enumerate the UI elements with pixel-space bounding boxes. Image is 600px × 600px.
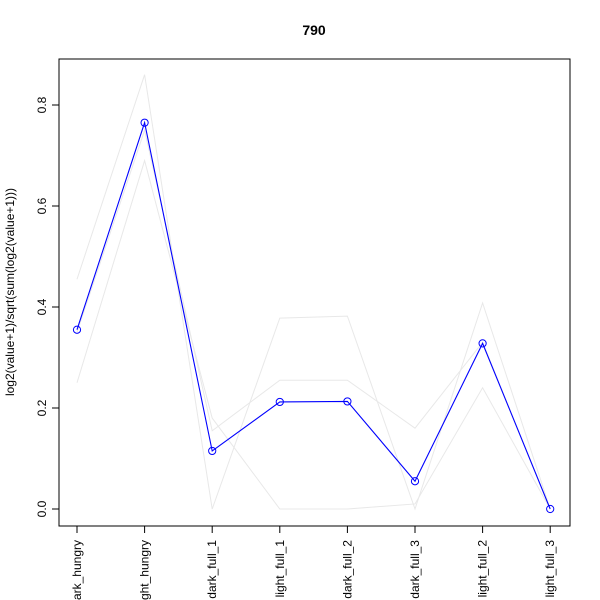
- x-tick-label: light_full_2: [476, 540, 490, 598]
- series-background-line: [76, 74, 551, 511]
- data-point: [140, 118, 149, 127]
- y-tick-label: 0.4: [35, 298, 49, 315]
- data-point: [546, 504, 555, 514]
- data-point: [343, 397, 352, 406]
- x-tick-label: dark_full_2: [340, 540, 354, 599]
- chart-title: 790: [302, 22, 326, 38]
- y-tick-label: 0.0: [35, 500, 49, 517]
- series-main-line: [76, 120, 551, 510]
- series-layer: [72, 74, 555, 514]
- data-point: [208, 446, 217, 456]
- x-tick-label: dark_hungry: [70, 540, 84, 600]
- data-point: [478, 339, 487, 348]
- series-background-line: [76, 158, 551, 510]
- x-tick-label: dark_full_3: [408, 540, 422, 599]
- y-axis-label: log2(value+1)/sqrt(sum(log2(value+1))): [3, 188, 17, 396]
- data-point: [72, 325, 82, 334]
- x-axis: dark_hungry light_hungry dark_full_1 light_…: [70, 525, 557, 600]
- y-axis: 0.0 0.2 0.4 0.6 0.8: [35, 96, 60, 517]
- x-tick-label: light_full_1: [273, 540, 287, 598]
- y-tick-label: 0.2: [35, 399, 49, 416]
- y-tick-label: 0.8: [35, 96, 49, 113]
- x-tick-label: dark_full_1: [205, 540, 219, 599]
- data-point: [410, 477, 420, 486]
- plot-frame: [58, 58, 571, 527]
- data-point: [275, 397, 284, 407]
- x-tick-label: light_hungry: [138, 540, 152, 600]
- series-background-line: [76, 128, 551, 510]
- y-tick-label: 0.6: [35, 197, 49, 214]
- x-tick-label: light_full_3: [543, 540, 557, 598]
